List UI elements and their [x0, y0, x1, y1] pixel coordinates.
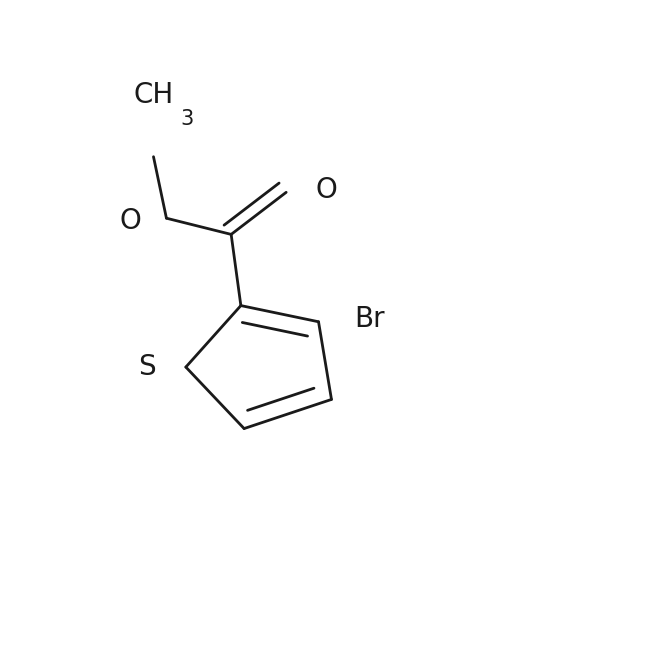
Text: 3: 3	[181, 109, 194, 129]
Text: O: O	[120, 207, 142, 235]
Text: Br: Br	[354, 305, 385, 333]
Text: O: O	[315, 176, 337, 204]
Text: S: S	[138, 353, 156, 381]
Text: CH: CH	[133, 81, 174, 109]
